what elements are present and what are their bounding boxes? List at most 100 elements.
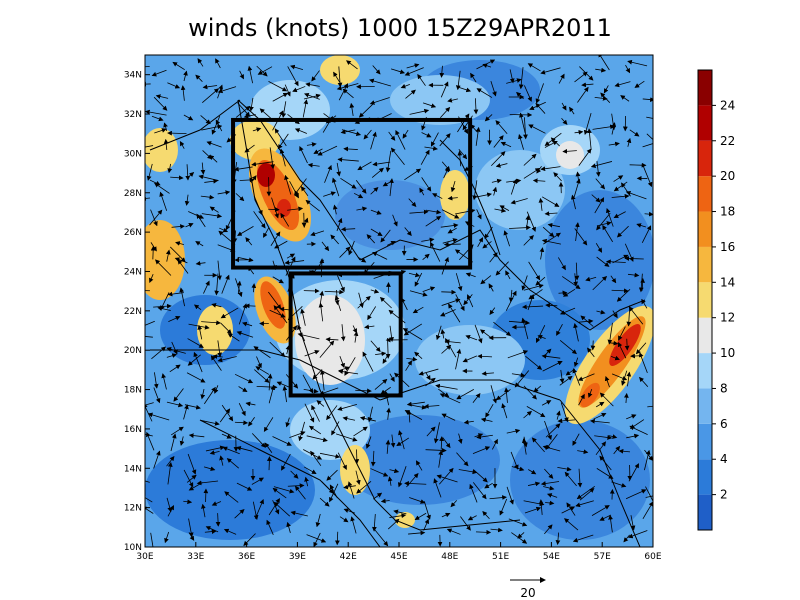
wind-vector: [441, 344, 452, 354]
wind-vector: [421, 237, 435, 243]
wind-vector: [285, 417, 291, 428]
wind-vector: [540, 67, 561, 75]
wind-vector: [421, 177, 432, 192]
wind-vector: [467, 515, 477, 521]
wind-vector: [339, 355, 345, 369]
wind-vector: [494, 208, 507, 213]
wind-vector: [221, 274, 230, 294]
wind-vector: [380, 386, 391, 395]
wind-vector: [219, 455, 224, 466]
wind-vector: [392, 214, 398, 227]
wind-vector: [511, 372, 526, 378]
wind-vector: [628, 306, 644, 325]
wind-vector: [153, 372, 159, 389]
wind-vector: [173, 388, 184, 402]
wind-vector: [560, 402, 569, 423]
wind-vector: [306, 142, 317, 147]
wind-vector: [343, 146, 358, 152]
wind-vector: [268, 385, 276, 404]
x-tick-label: 51E: [492, 552, 509, 562]
wind-vector: [272, 500, 280, 515]
wind-vector: [572, 433, 580, 446]
wind-vector: [366, 234, 376, 244]
wind-vector: [186, 474, 197, 483]
wind-vector: [154, 182, 170, 194]
wind-vector: [252, 127, 262, 132]
wind-vector: [616, 288, 631, 302]
wind-vector: [441, 298, 461, 306]
wind-vector: [347, 481, 355, 499]
wind-vector: [566, 502, 576, 516]
wind-vector: [555, 532, 561, 546]
wind-vector: [574, 222, 580, 242]
wind-vector: [408, 530, 426, 536]
wind-vector: [370, 228, 383, 237]
wind-vector: [627, 59, 648, 67]
y-tick-label: 30N: [124, 149, 142, 159]
wind-vector: [493, 135, 504, 148]
wind-vector: [201, 503, 206, 518]
wind-vector: [430, 241, 441, 262]
wind-vector: [484, 482, 493, 489]
wind-vector: [490, 527, 503, 533]
wind-vector: [603, 85, 609, 94]
wind-vector: [311, 70, 320, 82]
wind-vector: [499, 498, 508, 516]
wind-vector: [594, 435, 613, 440]
wind-vector: [536, 324, 546, 344]
wind-vector: [405, 89, 416, 99]
wind-vector: [386, 407, 391, 420]
wind-vector: [373, 492, 383, 500]
wind-vector: [206, 141, 222, 148]
wind-vector: [340, 129, 356, 135]
wind-vector: [516, 91, 524, 100]
chart-title: winds (knots) 1000 15Z29APR2011: [188, 14, 612, 42]
wind-vector: [404, 410, 423, 420]
wind-vector: [517, 532, 525, 539]
wind-vector: [372, 161, 391, 167]
wind-vector: [253, 195, 263, 216]
wind-vector: [489, 495, 507, 500]
wind-vector: [390, 147, 405, 166]
wind-vector: [340, 324, 346, 342]
wind-vector: [525, 215, 531, 229]
wind-vector: [279, 148, 286, 167]
wind-vector: [168, 316, 181, 323]
wind-vector: [604, 375, 610, 388]
y-tick-label: 20N: [124, 346, 142, 356]
wind-vector: [255, 366, 270, 375]
y-tick-label: 34N: [124, 71, 142, 81]
wind-vector: [500, 141, 512, 148]
wind-vector: [436, 474, 458, 483]
wind-vector: [369, 97, 390, 105]
wind-vector: [370, 288, 380, 294]
wind-vector: [510, 198, 528, 205]
wind-vector: [292, 86, 306, 93]
wind-vector: [612, 310, 618, 319]
wind-vector: [340, 226, 356, 232]
wind-vector: [476, 209, 482, 220]
wind-vector: [441, 413, 456, 421]
wind-vector: [627, 530, 648, 539]
wind-vector: [403, 323, 423, 336]
wind-vector: [573, 357, 579, 368]
wind-vector: [477, 237, 484, 248]
wind-vector: [390, 434, 396, 448]
wind-vector: [499, 205, 510, 211]
wind-vector: [488, 283, 494, 292]
wind-vector: [367, 406, 373, 423]
wind-vector: [393, 509, 407, 515]
wind-vector: [166, 353, 177, 358]
wind-vector: [223, 528, 237, 535]
wind-vector: [606, 208, 614, 227]
wind-vector: [490, 385, 498, 404]
wind-vector: [625, 489, 647, 500]
wind-vector: [587, 388, 593, 398]
wind-vector: [250, 175, 257, 183]
wind-vector: [447, 227, 457, 234]
wind-vector: [491, 438, 498, 450]
wind-vector: [523, 168, 541, 179]
wind-vector: [508, 518, 528, 527]
wind-vector: [348, 240, 355, 256]
wind-vector: [477, 353, 493, 359]
